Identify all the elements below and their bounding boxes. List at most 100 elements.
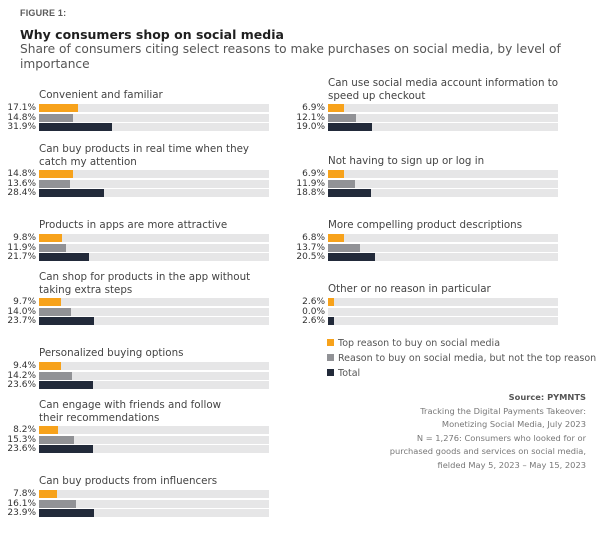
bar-track (39, 234, 269, 242)
bar-track (328, 189, 558, 197)
category-label-line: Can shop for products in the app without (39, 271, 251, 283)
bar-total (39, 317, 94, 325)
category-label-line: Can buy products in real time when they (39, 143, 250, 155)
bar-track (328, 104, 558, 112)
bar-row-top-reason: 14.8% (0, 170, 275, 179)
bar-track (39, 307, 269, 316)
bar-row-total: 23.9% (0, 508, 275, 518)
bar-row-top-reason: 9.4% (0, 362, 275, 371)
category-label-line: Can engage with friends and follow (39, 399, 222, 411)
legend: Top reason to buy on social media Reason… (327, 338, 596, 383)
bar-row-not-top-reason: 13.7% (289, 242, 564, 253)
bar-not-top-reason (39, 243, 67, 252)
legend-item-total: Total (327, 368, 596, 383)
bar-row-not-top-reason: 16.1% (0, 498, 275, 509)
value-label: 15.3% (7, 434, 36, 445)
value-label: 18.8% (296, 188, 325, 198)
bar-track (39, 104, 269, 112)
category-label-line: Not having to sign up or log in (328, 155, 485, 167)
value-label: 13.7% (296, 242, 325, 253)
bar-row-top-reason: 9.8% (0, 233, 275, 243)
value-label: 9.7% (13, 297, 36, 307)
category-label-line: their recommendations (39, 412, 160, 424)
bar-row-not-top-reason: 14.0% (0, 307, 275, 316)
source-title: Source: PYMNTS (508, 392, 586, 402)
bar-row-total: 23.6% (0, 445, 275, 454)
category-label-line: catch my attention (39, 156, 137, 168)
category-label: Can engage with friends and follow their … (39, 399, 279, 425)
source-line: Monetizing Social Media, July 2023 (441, 419, 586, 429)
category-label-line: Convenient and familiar (39, 89, 163, 101)
bar-row-total: 28.4% (0, 189, 275, 198)
bar-track (39, 113, 269, 122)
legend-label: Total (338, 368, 361, 379)
legend-swatch-top-reason (327, 339, 334, 346)
category-label: More compelling product descriptions (328, 219, 568, 232)
value-label: 2.6% (302, 297, 325, 307)
value-label: 21.7% (7, 252, 36, 262)
bar-track (39, 189, 269, 197)
bar-not-top-reason (328, 179, 356, 188)
value-label: 7.8% (13, 489, 36, 499)
bar-row-total: 23.6% (0, 380, 275, 390)
bar-not-top-reason (39, 371, 72, 380)
value-label: 16.1% (7, 498, 36, 509)
bar-top-reason (328, 104, 344, 112)
bar-row-not-top-reason: 0.0% (289, 306, 564, 317)
bar-track (328, 298, 558, 306)
bar-not-top-reason (39, 435, 75, 444)
value-label: 6.9% (302, 103, 325, 113)
bar-row-top-reason: 6.8% (289, 233, 564, 243)
bar-not-top-reason (39, 113, 74, 122)
value-label: 11.9% (296, 178, 325, 189)
figure-label: FIGURE 1: (20, 8, 67, 18)
legend-label: Top reason to buy on social media (338, 338, 501, 349)
bar-track (328, 113, 558, 122)
bar-row-total: 19.0% (289, 122, 564, 132)
category-label-line: More compelling product descriptions (328, 219, 523, 231)
bar-row-not-top-reason: 14.2% (0, 371, 275, 380)
value-label: 12.1% (296, 112, 325, 123)
category-label-line: Personalized buying options (39, 347, 184, 359)
bar-top-reason (39, 298, 62, 306)
legend-label: Reason to buy on social media, but not t… (338, 353, 597, 364)
category-label: Can shop for products in the app without… (39, 271, 279, 297)
category-label: Can use social media account information… (328, 77, 568, 103)
bar-row-not-top-reason: 12.1% (289, 112, 564, 123)
bar-top-reason (39, 490, 57, 498)
bar-track (328, 170, 558, 178)
value-label: 0.0% (302, 306, 325, 317)
category-label: Other or no reason in particular (328, 283, 568, 296)
bar-track (328, 179, 558, 188)
value-label: 6.8% (302, 233, 325, 243)
legend-swatch-total (327, 369, 334, 376)
bar-total (328, 253, 376, 261)
category-label-line: taking extra steps (39, 284, 133, 296)
bar-track (39, 371, 269, 380)
bar-track (39, 317, 269, 325)
bar-not-top-reason (39, 307, 72, 316)
legend-swatch-not-top-reason (327, 354, 334, 361)
category-label-line: Can buy products from influencers (39, 475, 218, 487)
value-label: 9.8% (13, 233, 36, 243)
value-label: 14.8% (7, 112, 36, 123)
legend-item-not-top-reason: Reason to buy on social media, but not t… (327, 353, 596, 368)
category-label: Not having to sign up or log in (328, 155, 568, 168)
bar-track (39, 243, 269, 252)
bar-track (328, 234, 558, 242)
bar-total (328, 189, 372, 197)
bar-track (39, 435, 269, 444)
value-label: 23.6% (7, 380, 36, 390)
value-label: 13.6% (7, 178, 36, 189)
bar-row-total: 2.6% (289, 317, 564, 326)
bar-top-reason (39, 362, 61, 370)
bar-track (328, 253, 558, 261)
bar-top-reason (39, 426, 58, 434)
value-label: 19.0% (296, 122, 325, 132)
bar-total (328, 317, 334, 325)
value-label: 23.9% (7, 508, 36, 518)
source-note: Source: PYMNTS Tracking the Digital Paym… (390, 391, 586, 472)
bar-total (39, 123, 113, 131)
value-label: 20.5% (296, 252, 325, 262)
bar-row-top-reason: 6.9% (289, 170, 564, 179)
